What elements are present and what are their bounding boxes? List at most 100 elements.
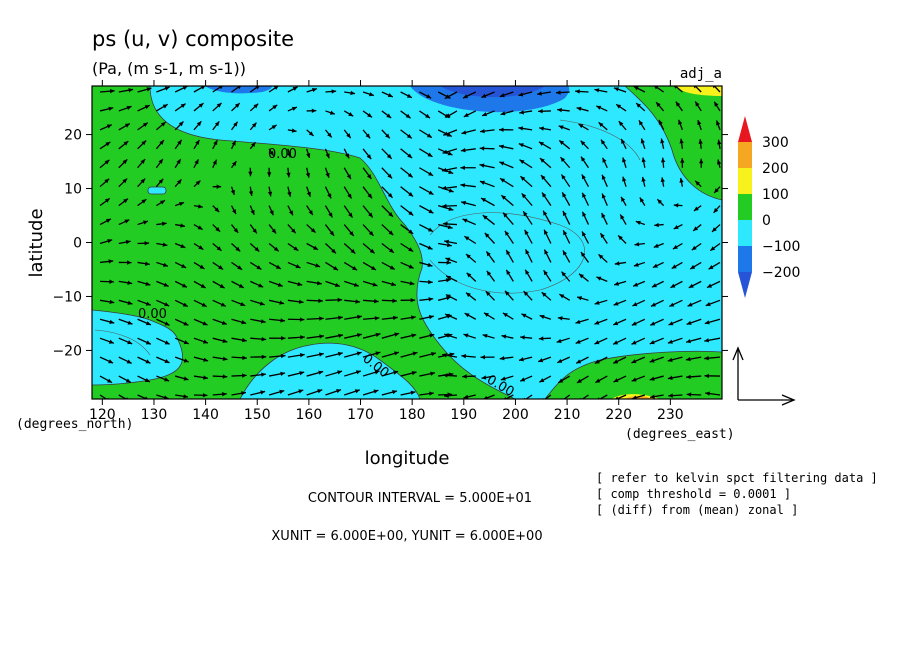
wind-vector-head xyxy=(388,230,394,236)
wind-vector-head xyxy=(105,218,111,223)
wind-vector-head xyxy=(484,232,490,238)
wind-vector-head xyxy=(231,140,236,146)
wind-vector-head xyxy=(215,227,221,232)
wind-vector-head xyxy=(543,270,548,276)
wind-vector-head xyxy=(331,248,336,254)
wind-vector-head xyxy=(367,193,373,199)
x-axis: 120 130 140 150 160 170 180 190 200 210 220 230 xyxy=(89,80,684,423)
wind-vector-head xyxy=(631,321,637,326)
wind-vector-head xyxy=(500,376,506,381)
wind-vector-head xyxy=(693,206,699,211)
wind-vector xyxy=(137,394,149,399)
wind-vector-head xyxy=(556,90,561,95)
wind-vector-head xyxy=(179,201,185,207)
wind-vector-head xyxy=(338,333,344,338)
wind-vector-head xyxy=(355,299,361,304)
wind-vector-head xyxy=(481,375,487,380)
wind-vector-head xyxy=(429,391,434,396)
wind-vector-head xyxy=(621,196,626,202)
contour-label: 0.00 xyxy=(138,307,167,322)
wind-vector-head xyxy=(338,315,343,320)
wind-vector-head xyxy=(463,394,469,399)
y-tick-label: 20 xyxy=(64,128,82,144)
wind-vector-head xyxy=(161,221,167,226)
wind-vector-head xyxy=(633,262,639,267)
wind-vector-head xyxy=(143,220,148,225)
wind-vector-head xyxy=(558,378,564,383)
wind-vector-head xyxy=(596,276,602,281)
wind-vector-head xyxy=(668,321,674,326)
wind-vector-head xyxy=(145,321,151,326)
wind-vector-head xyxy=(460,165,465,170)
wind-vector-head xyxy=(122,159,128,165)
wind-vector-head xyxy=(520,377,526,382)
x-tick-label: 210 xyxy=(554,407,581,423)
wind-vector-head xyxy=(444,333,450,338)
wind-vector-head xyxy=(195,180,201,186)
wind-vector-head xyxy=(444,239,450,244)
wind-vector-head xyxy=(221,320,227,325)
wind-vector-head xyxy=(182,283,188,288)
wind-vector-head xyxy=(705,302,711,307)
wind-vector-head xyxy=(428,314,434,320)
wind-vector-head xyxy=(462,218,468,223)
wind-vector-head xyxy=(356,333,362,338)
wind-vector-head xyxy=(621,138,626,144)
wind-vector-head xyxy=(142,122,148,127)
wind-vector-head xyxy=(346,133,351,139)
wind-vector-head xyxy=(649,340,655,345)
wind-vector-head xyxy=(631,340,637,345)
wind-vector-head xyxy=(653,243,659,248)
wind-vector-head xyxy=(428,297,434,302)
wind-vector-head xyxy=(506,269,511,275)
wind-vector-head xyxy=(444,393,449,398)
wind-vector-head xyxy=(392,315,398,321)
wind-vector-head xyxy=(636,103,641,108)
wind-vector-head xyxy=(109,279,114,284)
wind-vector-head xyxy=(448,206,454,211)
wind-vector-head xyxy=(410,315,416,320)
wind-vector-head xyxy=(408,247,414,252)
wind-vector-head xyxy=(327,193,332,199)
wind-vector-head xyxy=(704,338,710,343)
wind-vector-head xyxy=(252,228,257,234)
colorbar-label: 200 xyxy=(762,161,789,177)
wind-vector-head xyxy=(387,93,393,98)
wind-vector-head xyxy=(598,254,604,260)
wind-vector-head xyxy=(222,392,227,397)
wind-vector-head xyxy=(372,282,378,287)
wind-vector-head xyxy=(447,151,453,156)
wind-vector-head xyxy=(373,389,379,394)
wind-vector-head xyxy=(107,239,113,244)
wind-vector-head xyxy=(318,370,324,375)
field-negative-region-south xyxy=(239,342,421,399)
wind-vector xyxy=(694,86,702,93)
wind-vector-head xyxy=(200,86,206,90)
x-tick-label: 190 xyxy=(450,407,477,423)
wind-vector-head xyxy=(556,338,562,344)
y-tick-label: −20 xyxy=(52,343,82,359)
wind-vector-head xyxy=(430,351,436,357)
wind-vector-head xyxy=(446,278,451,283)
wind-vector-head xyxy=(660,177,665,183)
wind-vector-head xyxy=(542,192,547,198)
wind-vector-head xyxy=(557,107,562,113)
colorbar-segment xyxy=(738,168,752,194)
wind-vector-head xyxy=(445,113,451,118)
wind-vector-head xyxy=(685,356,691,362)
wind-vector-head xyxy=(298,299,304,304)
wind-vector-head xyxy=(271,124,277,130)
wind-vector-head xyxy=(288,210,293,216)
wind-vector-head xyxy=(502,312,508,318)
wind-vector-head xyxy=(464,236,470,241)
wind-vector-head xyxy=(656,102,661,108)
wind-vector-head xyxy=(500,178,506,183)
wind-vector-head xyxy=(427,262,433,267)
wind-vector-head xyxy=(575,89,580,94)
wind-vector-head xyxy=(640,138,645,144)
wind-vector xyxy=(504,394,514,399)
wind-vector-head xyxy=(233,121,238,127)
wind-vector-head xyxy=(654,86,659,90)
wind-vector-head xyxy=(369,248,375,254)
wind-vector-head xyxy=(697,119,702,125)
